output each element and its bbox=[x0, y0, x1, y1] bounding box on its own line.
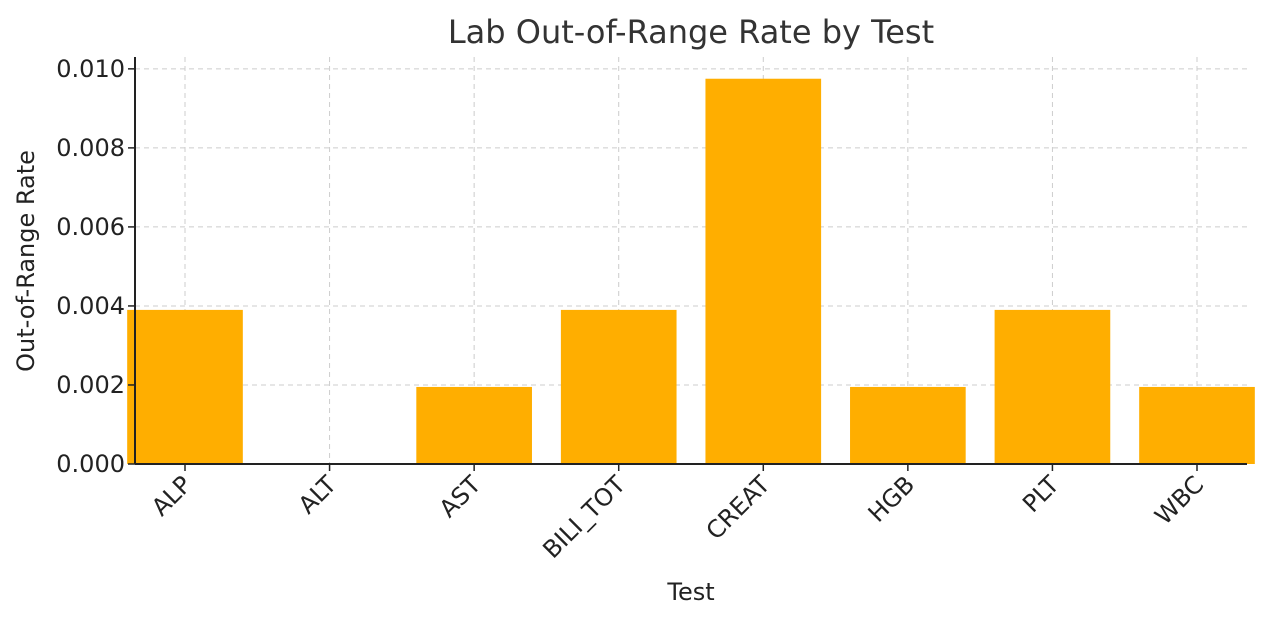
y-tick-label: 0.010 bbox=[56, 55, 125, 83]
x-tick-label: HGB bbox=[863, 470, 920, 527]
y-tick-label: 0.002 bbox=[56, 371, 125, 399]
y-tick-label: 0.004 bbox=[56, 292, 125, 320]
x-axis-label: Test bbox=[666, 578, 714, 606]
y-tick-label: 0.000 bbox=[56, 450, 125, 478]
x-tick-label: ALT bbox=[293, 470, 342, 519]
axes bbox=[128, 57, 1247, 471]
bar-alp bbox=[127, 309, 243, 464]
y-axis-label: Out-of-Range Rate bbox=[12, 150, 40, 372]
bar-creat bbox=[705, 78, 822, 465]
bar-hgb bbox=[850, 386, 966, 464]
x-tick-label: PLT bbox=[1017, 470, 1065, 518]
bar-wbc bbox=[1139, 386, 1255, 464]
chart-title: Lab Out-of-Range Rate by Test bbox=[448, 13, 934, 51]
x-tick-label: BILI_TOT bbox=[537, 470, 631, 564]
bar-ast bbox=[416, 386, 532, 464]
bar-plt bbox=[994, 309, 1111, 464]
x-tick-label: ALP bbox=[146, 470, 197, 521]
y-tick-label: 0.008 bbox=[56, 134, 125, 162]
x-tick-label: AST bbox=[434, 470, 487, 523]
bar-bili-tot bbox=[560, 309, 677, 464]
x-tick-label: WBC bbox=[1149, 470, 1209, 530]
tick-labels: 0.000 0.002 0.004 0.006 0.008 0.010 ALP ALT AST B… bbox=[56, 55, 1209, 564]
x-tick-label: CREAT bbox=[701, 470, 776, 545]
y-tick-label: 0.006 bbox=[56, 213, 125, 241]
bars bbox=[127, 78, 1255, 465]
